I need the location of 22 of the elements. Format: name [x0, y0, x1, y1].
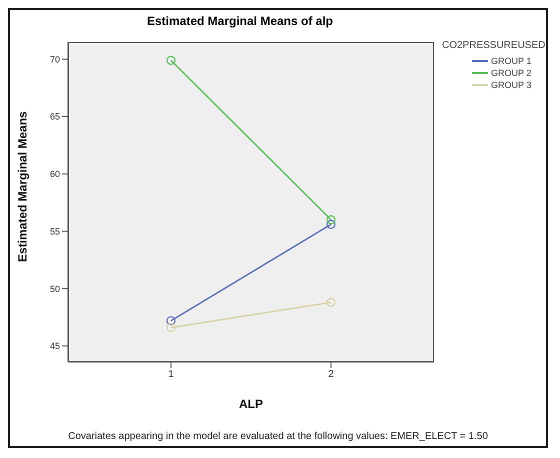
point: [166, 322, 176, 332]
point: [166, 56, 176, 65]
point: [166, 316, 176, 326]
point: [326, 215, 336, 224]
chart-title: Estimated Marginal Means of alp: [146, 14, 334, 28]
legend-title: CO2PRESSUREUSED: [442, 40, 546, 51]
y-tick-label: 60: [50, 169, 60, 180]
legend-label: GROUP 2: [491, 68, 532, 78]
y-tick-label: 65: [50, 112, 60, 122]
x-tick-label: 2: [328, 369, 334, 380]
legend-label: GROUP 3: [491, 80, 532, 90]
x-tick-label: 1: [168, 369, 174, 380]
point: [326, 298, 336, 307]
y-axis-title: Estimated Marginal Means: [15, 110, 30, 262]
y-tick-label: 55: [50, 226, 60, 236]
point: [326, 220, 336, 229]
x-axis-title: ALP: [239, 397, 263, 411]
text: Covariates appearing in the model are evaluated at the following values: EMER_ELECT = 1.50: [67, 431, 489, 442]
y-tick-label: 70: [50, 54, 60, 64]
y-tick-label: 45: [50, 341, 60, 352]
legend-label: GROUP 1: [491, 56, 532, 66]
y-tick-label: 50: [50, 284, 60, 294]
